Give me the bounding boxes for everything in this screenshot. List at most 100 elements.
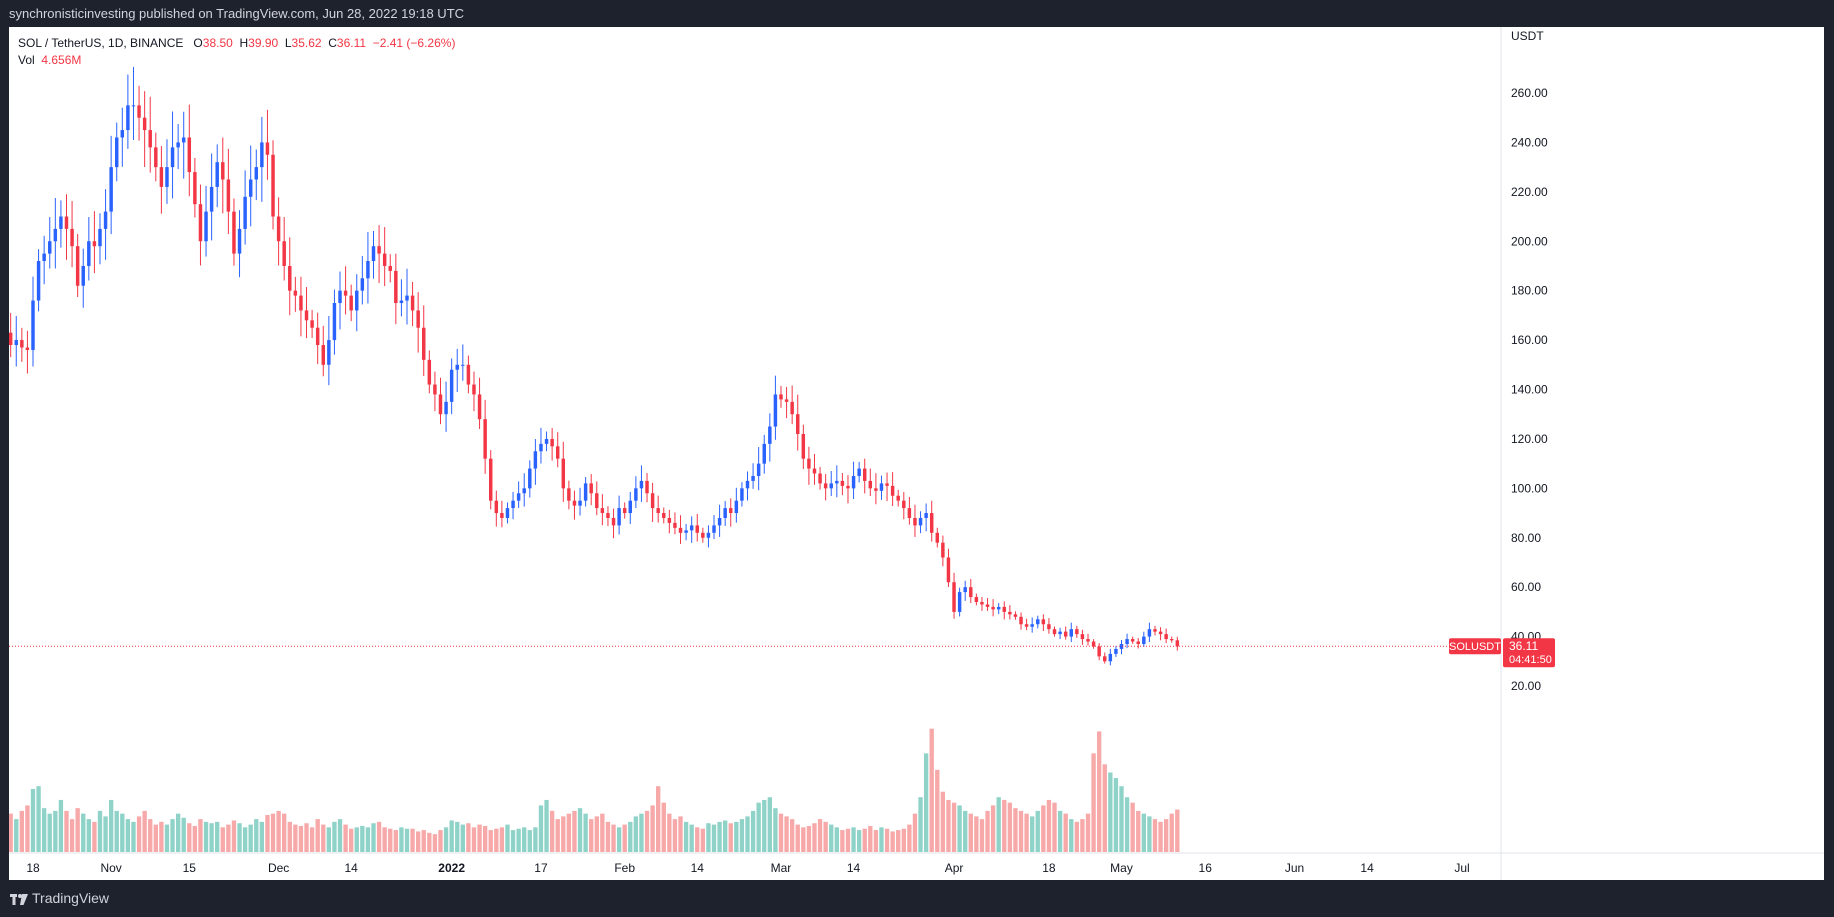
time-tick-label: Apr [945, 861, 964, 875]
candle [25, 330, 30, 374]
candle-body [1013, 614, 1018, 617]
candle [48, 217, 52, 269]
tradingview-logo-icon[interactable] [10, 880, 28, 917]
volume-bar [231, 820, 237, 852]
candle-body [388, 265, 392, 271]
candle [427, 350, 432, 394]
price-tick-label: 100.00 [1511, 481, 1548, 495]
candle [913, 504, 917, 537]
candle-body [282, 241, 286, 266]
candle-body [941, 542, 945, 558]
candle-body [416, 310, 420, 328]
candle [673, 512, 677, 535]
volume-bar [371, 823, 376, 852]
candle [31, 276, 35, 367]
candle-body [835, 480, 839, 484]
volume-bar [248, 824, 253, 852]
ohlc-legend-row: SOL / TetherUS, 1D, BINANCE O38.50 H39.9… [18, 35, 455, 52]
publish-header: synchronisticinvesting published on Trad… [0, 0, 1834, 28]
price-tick-label: 160.00 [1511, 333, 1548, 347]
candle-body [1047, 624, 1051, 630]
candle-body [371, 246, 376, 262]
candle-body [617, 508, 621, 526]
candle-body [740, 488, 744, 501]
candle-body [142, 117, 147, 131]
candle [1080, 629, 1085, 645]
candle [555, 432, 560, 468]
volume-bar [739, 819, 745, 852]
candle [695, 513, 699, 542]
volume-bar [1063, 813, 1068, 852]
candle [377, 225, 381, 283]
volume-bar [806, 825, 812, 852]
price-tick-label: 140.00 [1511, 383, 1548, 397]
volume-bar [1046, 799, 1052, 852]
candle [366, 232, 370, 304]
time-tick-label: 14 [345, 861, 359, 875]
candle [544, 431, 549, 452]
volume-bar [108, 799, 114, 852]
candle-body [1030, 624, 1034, 627]
volume-bar [1069, 819, 1074, 852]
volume-bar [549, 810, 555, 852]
candlestick-chart[interactable]: 260.00 240.00 220.00 200.00 180.00 160.00 140.… [9, 27, 1824, 880]
volume-bar [432, 834, 438, 852]
candle-body [868, 480, 873, 489]
candle [254, 149, 259, 201]
volume-bar [711, 824, 717, 852]
candle [969, 579, 973, 603]
volume-bar [572, 810, 577, 852]
volume-bar [309, 827, 315, 852]
candle-body [985, 604, 990, 607]
candle [606, 506, 610, 527]
volume-bar [92, 821, 97, 852]
candle-body [1108, 653, 1113, 662]
volume-bar [700, 828, 706, 852]
candle [159, 146, 164, 214]
volume-bar [789, 819, 795, 852]
candle [706, 525, 711, 548]
volume-bar [734, 821, 739, 852]
candle [505, 502, 510, 524]
volume-bar [817, 819, 823, 852]
candle-body [304, 310, 309, 321]
candle-body [980, 601, 984, 605]
volume-bar [890, 831, 895, 852]
low-label: L [284, 36, 292, 50]
volume-bar [901, 828, 906, 852]
volume-bar [125, 819, 131, 852]
candle-body [394, 270, 398, 304]
candle-body [516, 493, 521, 501]
candle-body [857, 468, 861, 476]
volume-bar [455, 821, 460, 852]
candle [600, 494, 605, 526]
candle-body [338, 290, 342, 304]
candle [572, 490, 577, 520]
volume-bar [510, 830, 516, 852]
candle [522, 473, 526, 507]
volume-bar [1030, 816, 1035, 852]
footer-brand[interactable]: TradingView [32, 890, 110, 906]
candle [209, 153, 214, 241]
volume-bar [773, 808, 778, 852]
candle [181, 111, 186, 179]
candle [103, 189, 108, 260]
volume-bar [471, 827, 477, 852]
volume-bar [1175, 809, 1180, 852]
candle-body [1130, 639, 1135, 642]
candle [796, 394, 800, 451]
volume-bar [706, 823, 711, 852]
volume-bar [404, 828, 410, 852]
chart-panel[interactable]: 260.00 240.00 220.00 200.00 180.00 160.00 140.… [9, 27, 1824, 880]
volume-bar [1052, 802, 1057, 852]
time-tick-label: 14 [691, 861, 705, 875]
volume-bar [868, 825, 873, 852]
candle [198, 184, 203, 266]
high-value: 39.90 [248, 36, 279, 50]
candle [109, 135, 113, 235]
candle-body [237, 228, 242, 254]
volume-bar [421, 830, 426, 852]
volume-bar [376, 821, 382, 852]
volume-bar [912, 813, 918, 852]
